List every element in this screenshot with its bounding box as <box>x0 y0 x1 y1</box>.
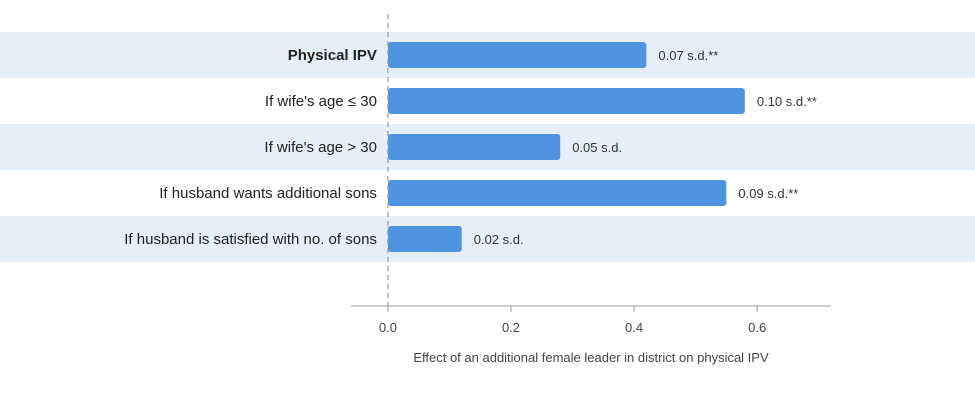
value-label: 0.10 s.d.** <box>757 94 817 109</box>
bar <box>387 226 462 252</box>
bar <box>387 180 727 206</box>
x-tick-label: 0.2 <box>502 320 520 335</box>
x-tick-label: 0.0 <box>379 320 397 335</box>
value-labels: 0.07 s.d.** 0.10 s.d.** 0.05 s.d. 0.09 s.d.… <box>474 48 817 247</box>
value-label: 0.07 s.d.** <box>658 48 718 63</box>
category-label: If wife's age > 30 <box>264 139 377 156</box>
x-axis-title: Effect of an additional female leader in… <box>413 350 769 365</box>
category-label: If husband wants additional sons <box>159 185 377 202</box>
bars <box>387 42 745 252</box>
category-label: Physical IPV <box>288 47 377 64</box>
row-band <box>0 216 975 262</box>
bar <box>387 42 647 68</box>
bar <box>387 134 561 160</box>
category-label: If husband is satisfied with no. of sons <box>124 231 377 248</box>
category-label: If wife's age ≤ 30 <box>265 93 377 110</box>
bar <box>387 88 745 114</box>
value-label: 0.09 s.d.** <box>738 186 798 201</box>
value-label: 0.05 s.d. <box>572 140 622 155</box>
category-labels: Physical IPV If wife's age ≤ 30 If wife's … <box>124 47 377 248</box>
x-axis-ticks: 0.0 0.2 0.4 0.6 <box>379 306 766 335</box>
x-tick-label: 0.6 <box>748 320 766 335</box>
x-tick-label: 0.4 <box>625 320 643 335</box>
value-label: 0.02 s.d. <box>474 232 524 247</box>
